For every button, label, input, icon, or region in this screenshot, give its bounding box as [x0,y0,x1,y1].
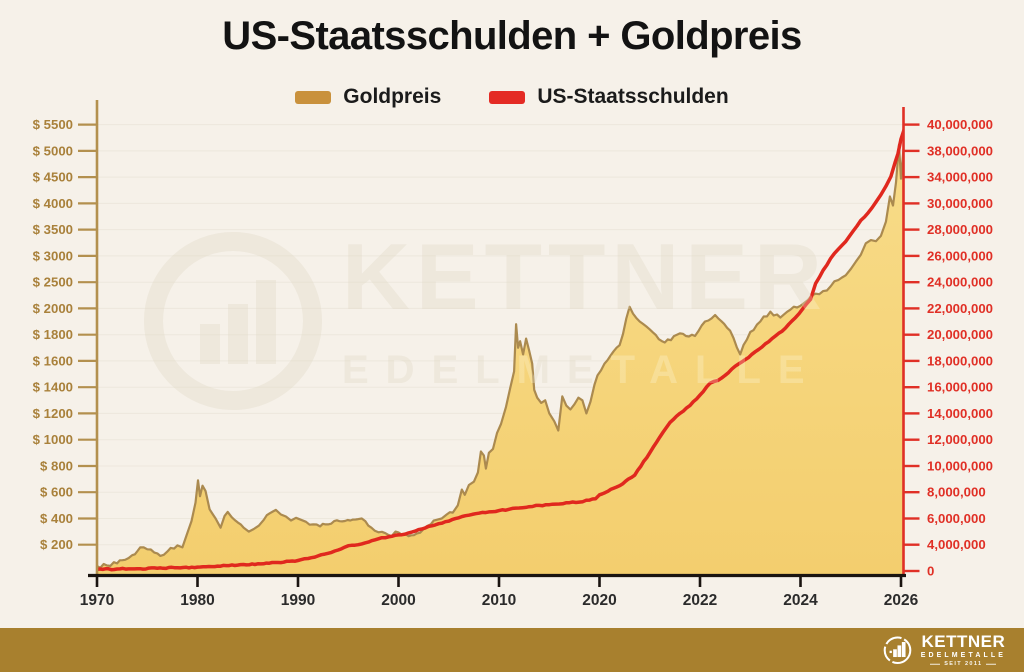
staatsschulden-swatch [489,90,526,104]
left-axis-tick-label: $ 2000 [33,301,73,316]
left-axis-tick-label: $ 3000 [33,248,73,263]
legend-item-goldpreis: Goldpreis [295,85,441,109]
left-axis-tick-label: $ 1200 [33,406,73,421]
right-axis-tick-label: 6,000,000 [927,511,986,526]
left-axis-tick-label: $ 800 [40,459,73,474]
right-axis-tick-label: 28,000,000 [927,222,993,237]
left-axis-tick-label: $ 600 [40,485,73,500]
right-axis-tick-label: 30,000,000 [927,196,993,211]
kettner-logo: KETTNER EDELMETALLE SEIT 2011 [882,633,1006,668]
x-axis-tick-label: 2024 [783,592,818,609]
left-axis-tick-label: $ 5000 [33,143,73,158]
left-axis-tick-label: $ 2500 [33,275,73,290]
right-axis-tick-label: 38,000,000 [927,143,993,158]
x-axis-tick-label: 2022 [683,592,717,609]
x-axis-tick-label: 2020 [582,592,616,609]
footer-sub-text: EDELMETALLE [920,651,1006,659]
gold-price-line [97,142,904,569]
left-axis-tick-label: $ 1800 [33,327,73,342]
left-axis-tick-label: $ 4000 [33,196,73,211]
x-axis-tick-label: 1990 [281,592,315,609]
right-axis-tick-label: 24,000,000 [927,275,993,290]
kettner-logo-icon [883,636,911,664]
chart-title: US-Staatsschulden + Goldpreis [222,14,802,58]
left-axis-tick-label: $ 5500 [33,117,73,132]
x-axis-tick-label: 2026 [884,592,919,609]
right-axis-tick-label: 34,000,000 [927,170,993,185]
right-axis-tick-label: 0 [927,564,934,579]
left-axis-tick-label: $ 400 [40,511,73,526]
legend-item-staatsschulden: US-Staatsschulden [489,85,729,109]
right-axis-tick-label: 12,000,000 [927,432,993,447]
left-axis-tick-label: $ 4500 [33,170,73,185]
right-axis-tick-label: 22,000,000 [927,301,993,316]
right-axis-tick-label: 4,000,000 [927,537,986,552]
left-axis-tick-label: $ 3500 [33,222,73,237]
right-axis-tick-label: 14,000,000 [927,406,993,421]
x-axis-tick-label: 1970 [80,592,114,609]
goldpreis-legend-label: Goldpreis [343,85,442,108]
right-axis-tick-label: 40,000,000 [927,117,993,132]
us-debt-line [97,128,904,572]
footer-since: SEIT 2011 [930,661,997,668]
left-axis-tick-label: $ 1600 [33,353,73,368]
left-axis-tick-label: $ 200 [40,537,73,552]
right-axis-tick-label: 8,000,000 [927,485,986,500]
legend: Goldpreis US-Staatsschulden [0,85,1024,109]
goldpreis-swatch [295,90,332,104]
gold-price-area [97,144,904,576]
footer-brand-text: KETTNER [921,631,1006,651]
left-axis-tick-label: $ 1000 [33,432,73,447]
staatsschulden-legend-label: US-Staatsschulden [537,85,729,108]
right-axis-tick-label: 18,000,000 [927,353,993,368]
footer-bar: KETTNER EDELMETALLE SEIT 2011 [0,628,1024,672]
x-axis-tick-label: 2010 [482,592,516,609]
right-axis-tick-label: 26,000,000 [927,248,993,263]
right-axis-tick-label: 20,000,000 [927,327,993,342]
right-axis-tick-label: 16,000,000 [927,380,993,395]
left-axis-tick-label: $ 1400 [33,380,73,395]
right-axis-tick-label: 10,000,000 [927,459,993,474]
x-axis-tick-label: 2000 [381,592,415,609]
x-axis-tick-label: 1980 [180,592,214,609]
